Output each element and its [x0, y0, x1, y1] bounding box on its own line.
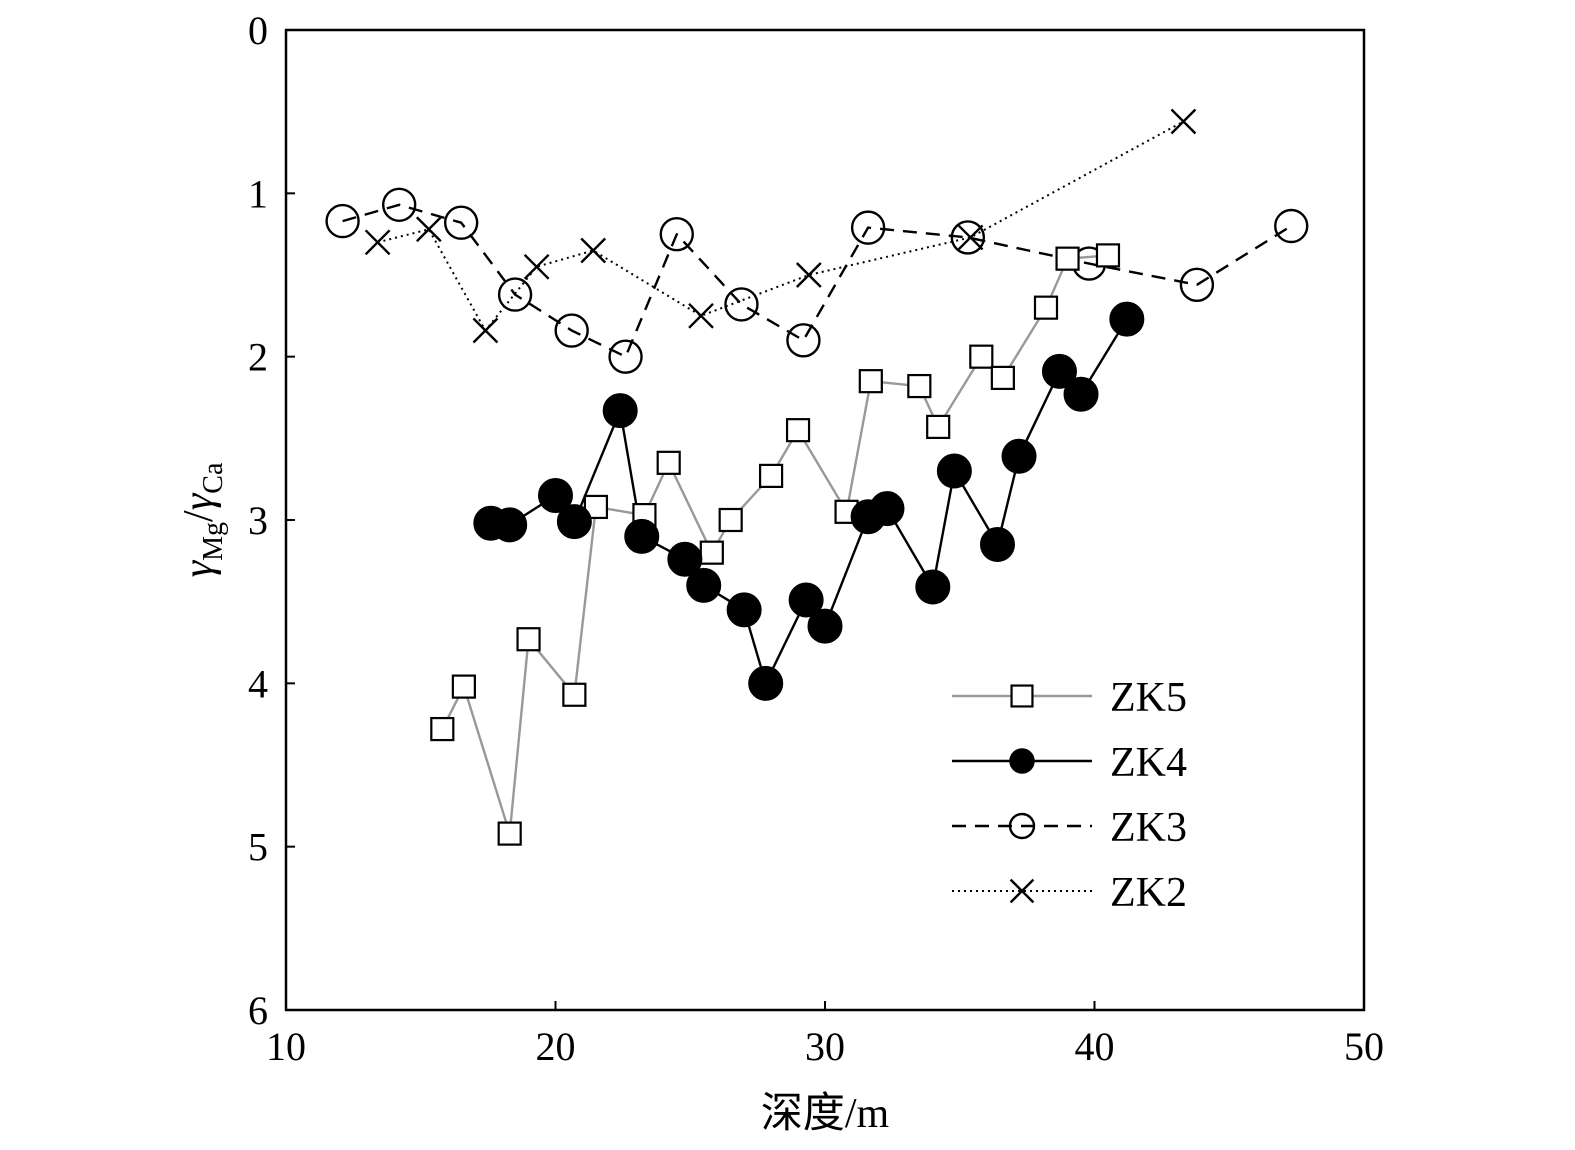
y-tick-label: 6 — [248, 988, 268, 1033]
zk4-filled-circle-marker — [1041, 353, 1077, 389]
zk5-square-marker — [699, 540, 724, 565]
zk4-filled-circle-marker — [602, 393, 638, 429]
zk5-square-marker — [583, 494, 609, 520]
zk5-square-marker — [516, 627, 541, 652]
zk4-filled-circle-marker — [979, 527, 1015, 562]
x-tick-label: 10 — [266, 1024, 306, 1069]
zk5-square-marker — [858, 369, 883, 394]
zk5-square-marker — [785, 418, 811, 443]
zk3-open-circle-marker — [381, 187, 417, 222]
zk5-square-marker — [990, 365, 1015, 390]
legend-label: ZK4 — [1110, 740, 1187, 786]
zk3-open-circle-marker — [724, 287, 759, 322]
zk3-open-circle-marker — [1179, 267, 1215, 302]
zk2-cross-marker — [364, 229, 391, 256]
zk4-filled-circle-marker — [1109, 301, 1145, 337]
x-tick-label: 30 — [805, 1024, 845, 1069]
zk2-cross-marker — [688, 302, 714, 329]
legend-label: ZK5 — [1110, 675, 1187, 721]
zk5-square-marker — [926, 414, 951, 439]
zk3-open-circle-marker — [659, 216, 694, 252]
legend-entry-zk3: ZK3 — [952, 805, 1187, 851]
zk3-open-circle-marker — [497, 277, 533, 312]
zk4-filled-circle-marker — [686, 567, 722, 603]
legend: ZK5 ZK4 ZK3 ZK2 — [952, 675, 1187, 916]
y-tick-label: 4 — [248, 661, 268, 706]
zk4-filled-circle-marker — [748, 665, 784, 701]
legend-entry-zk5: ZK5 — [952, 675, 1187, 721]
zk2-series-line — [377, 120, 1184, 332]
zk5-square-marker — [907, 373, 932, 399]
zk3-open-circle-marker — [950, 220, 986, 255]
zk5-square-marker — [1033, 295, 1059, 320]
zk4-filled-circle-marker — [556, 504, 592, 540]
zk2-cross-marker — [523, 253, 550, 280]
zk4-filled-circle-marker — [869, 491, 905, 527]
zk3-open-circle-marker — [1008, 812, 1036, 840]
zk2-cross-marker — [1009, 878, 1035, 904]
x-tick-label: 50 — [1344, 1024, 1384, 1069]
legend-entry-zk4: ZK4 — [952, 740, 1187, 786]
y-tick-label: 2 — [248, 335, 268, 380]
zk5-square-marker — [718, 507, 743, 533]
x-tick-label: 20 — [536, 1024, 576, 1069]
zk3-open-circle-marker — [786, 323, 821, 358]
zk4-filled-circle-marker — [492, 507, 528, 543]
zk4-filled-circle-marker — [538, 478, 573, 513]
zk4-filled-circle-marker — [624, 518, 660, 554]
y-tick-label: 1 — [248, 171, 268, 216]
zk3-open-circle-marker — [443, 205, 479, 240]
y-tick-label: 0 — [248, 8, 268, 53]
zk4-filled-circle-marker — [726, 592, 762, 628]
zk3-open-circle-marker — [1274, 208, 1309, 244]
zk2-cross-marker — [957, 224, 984, 251]
zk4-filled-circle-marker — [1009, 748, 1035, 774]
zk4-filled-circle-marker — [667, 541, 703, 577]
x-tick-label: 40 — [1075, 1024, 1115, 1069]
zk2-cross-marker — [795, 262, 822, 288]
zk2-cross-marker — [580, 237, 607, 264]
legend-label: ZK3 — [1110, 805, 1187, 851]
zk5-square-marker — [562, 682, 587, 707]
zk4-filled-circle-marker — [915, 569, 951, 605]
zk5-square-marker — [451, 674, 476, 699]
zk5-square-marker — [656, 450, 681, 475]
zk5-square-marker — [758, 463, 784, 488]
x-axis-title: 深度/m — [761, 1091, 890, 1137]
zk5-square-marker — [430, 716, 455, 742]
y-tick-label: 5 — [248, 825, 268, 870]
zk4-filled-circle-marker — [936, 453, 972, 489]
zk5-square-marker — [969, 344, 994, 369]
zk5-square-marker — [497, 821, 522, 846]
zk5-square-marker — [1095, 243, 1121, 268]
zk3-open-circle-marker — [850, 210, 886, 245]
zk4-filled-circle-marker — [807, 608, 843, 644]
zk3-open-circle-marker — [554, 313, 589, 348]
zk2-cross-marker — [472, 317, 499, 344]
zk2-cross-marker — [415, 216, 442, 243]
zk3-open-circle-marker — [325, 203, 360, 239]
zk5-square-marker — [1010, 684, 1034, 708]
zk3-open-circle-marker — [608, 339, 643, 374]
zk5-square-marker — [1055, 246, 1080, 271]
plot-area-frame — [284, 28, 1366, 1012]
legend-label: ZK2 — [1110, 870, 1187, 916]
y-axis-title: γMg/γCa — [176, 462, 229, 577]
zk4-filled-circle-marker — [1001, 438, 1037, 474]
y-tick-label: 3 — [248, 498, 268, 543]
zk2-cross-marker — [1170, 108, 1197, 135]
zk4-filled-circle-marker — [788, 582, 824, 618]
legend-entry-zk2: ZK2 — [952, 870, 1187, 916]
zk4-filled-circle-marker — [1063, 376, 1099, 412]
